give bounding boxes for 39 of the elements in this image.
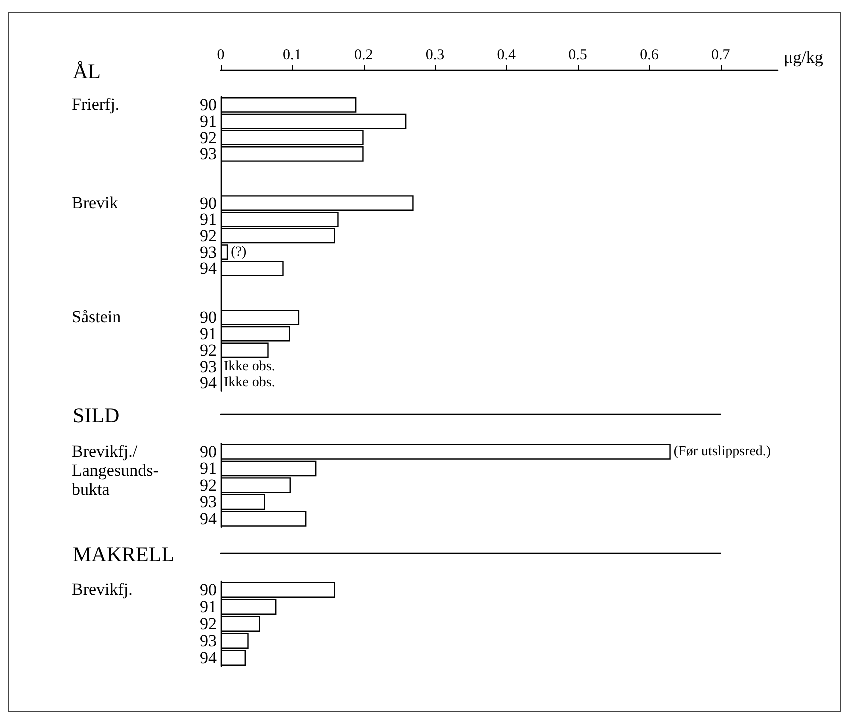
y-tick-label: 92 xyxy=(200,614,217,634)
data-label: (?) xyxy=(231,244,248,260)
y-tick-label: 93 xyxy=(200,144,217,164)
y-tick-label: 92 xyxy=(200,476,217,495)
x-tick-label: 0.4 xyxy=(497,48,517,64)
chart-title: MAKRELL xyxy=(73,542,174,566)
chart-title: ÅL xyxy=(73,60,101,84)
x-axis-title: μg/kg xyxy=(784,48,824,67)
x-tick-label: 0.2 xyxy=(354,48,374,64)
y-tick-label: 90 xyxy=(200,580,217,600)
x-tick-label: 0.7 xyxy=(711,48,731,64)
x-tick-label: 0.6 xyxy=(640,48,660,64)
y-tick-label: 90 xyxy=(200,308,217,328)
y-tick-label: 93 xyxy=(200,492,217,512)
text: Frierfj. xyxy=(72,95,120,114)
data-label: (Før utslippsred.) xyxy=(674,444,772,460)
y-tick-label: 93 xyxy=(200,242,217,262)
text: Ikke obs. xyxy=(224,376,276,391)
y-tick-label: 91 xyxy=(200,459,217,478)
text: Brevikfj. xyxy=(72,580,133,599)
x-tick-label: 0 xyxy=(217,48,225,64)
x-tick-label: 0.5 xyxy=(568,48,588,64)
chart-title: SILD xyxy=(73,404,120,428)
y-tick-label: 90 xyxy=(200,194,217,213)
text: Ikke obs. xyxy=(224,359,276,374)
y-tick-label: 94 xyxy=(200,374,218,393)
text: Brevikfj./ Langesunds- bukta xyxy=(72,442,160,499)
text: Såstein xyxy=(72,308,122,327)
y-tick-label: 90 xyxy=(200,442,217,462)
y-tick-label: 94 xyxy=(200,648,218,668)
y-tick-label: 93 xyxy=(200,357,217,376)
y-tick-label: 93 xyxy=(200,632,217,650)
text: Brevik xyxy=(72,193,119,212)
y-tick-label: 94 xyxy=(200,509,218,528)
y-tick-label: 90 xyxy=(200,96,217,115)
x-tick-label: 0.3 xyxy=(426,48,445,64)
y-tick-label: 94 xyxy=(200,259,218,278)
y-tick-label: 91 xyxy=(200,598,217,616)
x-tick-label: 0.1 xyxy=(283,48,302,64)
